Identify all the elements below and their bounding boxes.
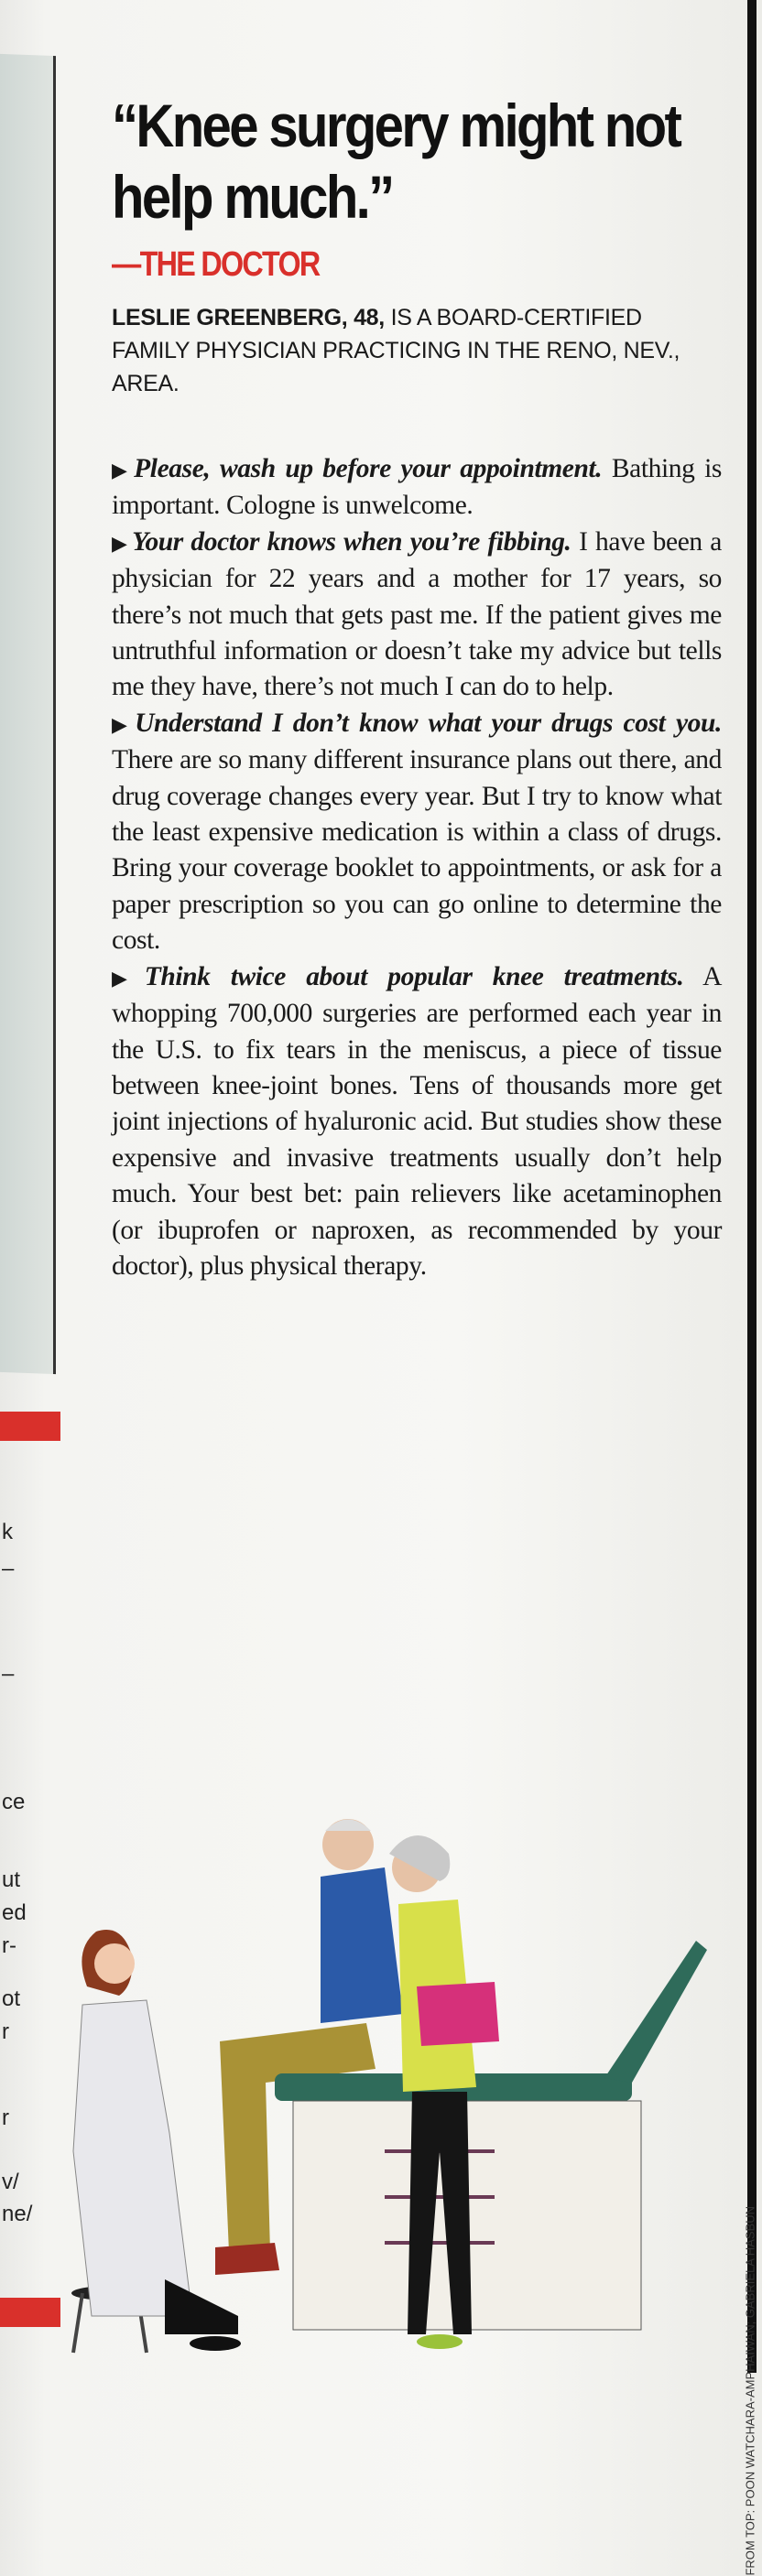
author-description: IS A BOARD-CERTIFIED FAMILY PHYSICIAN PR… (112, 305, 680, 396)
tip: ▶ Your doctor knows when you’re fibbing. … (112, 525, 722, 706)
photo-credit: FROM TOP: POON WATCHARA-AMPHAIWAN; GABRI… (744, 2206, 757, 2576)
doctor-patients-illustration (71, 1819, 707, 2354)
attribution: —THE DOCTOR (112, 245, 321, 284)
triangle-bullet-icon: ▶ (112, 531, 129, 555)
adjacent-page-red-bar (0, 1412, 60, 1441)
doctor-figure (71, 1930, 241, 2354)
fragment: – (2, 1556, 15, 1581)
adjacent-page-illustration (0, 53, 56, 1375)
triangle-bullet-icon: ▶ (112, 966, 141, 990)
fragment: r (2, 2019, 9, 2044)
fragment: ed (2, 1900, 27, 1925)
patient-man-figure (215, 1819, 403, 2275)
tip-body: There are so many different insurance pl… (112, 745, 722, 956)
fragment: r- (2, 1933, 16, 1958)
tips-list: ▶ Please, wash up before your appointment… (112, 451, 722, 1284)
tip-body: Bathing is important. Cologne is unwelco… (112, 454, 722, 521)
tip: ▶ Please, wash up before your appointment… (112, 451, 722, 525)
tip-body: I have been a physician for 22 years and… (112, 526, 722, 702)
tip: ▶ Think twice about popular knee treatmen… (112, 959, 722, 1285)
page-spine (747, 0, 757, 2373)
article-column: “Knee surgery might not help much.” —THE… (112, 90, 722, 1284)
author-name: LESLIE GREENBERG, 48, (112, 305, 385, 330)
tip: ▶ Understand I don’t know what your drugs… (112, 706, 722, 959)
fragment: ot (2, 1986, 21, 2011)
patient-woman-figure (389, 1835, 499, 2349)
fragment: v/ (2, 2170, 19, 2194)
headline: “Knee surgery might not help much.” (112, 92, 682, 231)
fragment: ne/ (2, 2202, 33, 2226)
fragment: ut (2, 1867, 21, 1892)
author-bio: LESLIE GREENBERG, 48, IS A BOARD-CERTIFI… (112, 301, 722, 400)
triangle-bullet-icon: ▶ (112, 459, 131, 482)
fragment: k (2, 1520, 13, 1544)
adjacent-page-red-bar (0, 2298, 60, 2327)
tip-heading: Think twice about popular knee treatment… (144, 961, 684, 991)
fragment: ce (2, 1790, 26, 1814)
tip-heading: Understand I don’t know what your drugs … (135, 708, 722, 738)
triangle-bullet-icon: ▶ (112, 712, 132, 736)
fragment: r (2, 2105, 9, 2130)
tip-heading: Please, wash up before your appointment. (134, 454, 603, 483)
tip-heading: Your doctor knows when you’re fibbing. (132, 526, 572, 557)
fragment: – (2, 1661, 15, 1686)
tip-body: A whopping 700,000 surgeries are perform… (112, 961, 722, 1281)
